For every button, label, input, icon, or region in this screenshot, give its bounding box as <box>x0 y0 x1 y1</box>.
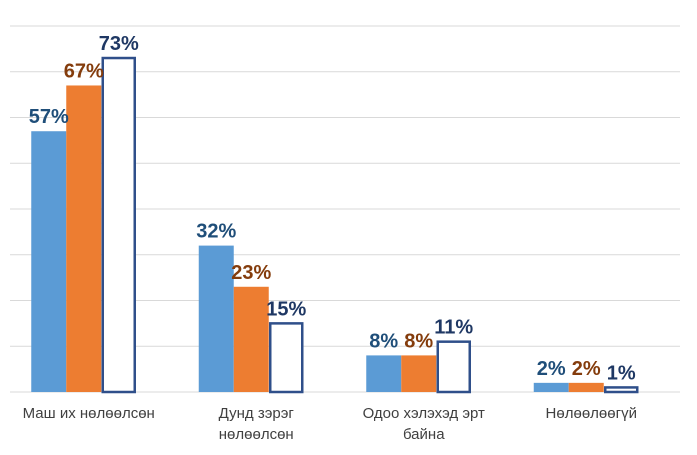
bar <box>66 85 102 392</box>
data-label: 8% <box>369 330 398 352</box>
bar <box>604 386 639 394</box>
category-label: нөлөөлсөн <box>219 426 294 443</box>
category-label: Маш их нөлөөлсөн <box>23 405 155 422</box>
bars <box>31 56 639 394</box>
bar <box>31 131 67 392</box>
data-label: 11% <box>434 317 473 339</box>
data-label: 23% <box>231 262 271 284</box>
bar <box>101 56 136 394</box>
data-label: 2% <box>537 358 566 380</box>
data-label: 73% <box>99 33 139 55</box>
category-label: байна <box>403 426 445 443</box>
data-label: 15% <box>266 298 306 320</box>
data-labels: 57%67%73%32%23%15%8% 8%11%2% 2% 1% <box>29 33 636 384</box>
bar <box>436 340 471 394</box>
bar <box>198 245 234 392</box>
data-label: 67% <box>64 60 104 82</box>
data-label: 8% <box>404 330 433 352</box>
bar <box>366 355 402 392</box>
data-label: 1% <box>607 362 636 384</box>
bar <box>401 355 437 392</box>
bar <box>233 286 269 392</box>
category-labels: Маш их нөлөөлсөн Дунд зэрэг нөлөөлсөн Одоо … <box>23 405 637 443</box>
category-label: Нөлөөлөөгүй <box>546 405 637 422</box>
data-label: 32% <box>196 221 236 243</box>
bar <box>533 382 569 392</box>
bar <box>568 382 604 392</box>
bar <box>269 322 304 394</box>
data-label: 2% <box>572 358 601 380</box>
category-label: Дунд зэрэг <box>219 405 295 422</box>
category-label: Одоо хэлэхэд эрт <box>363 405 485 422</box>
data-label: 57% <box>29 106 69 128</box>
